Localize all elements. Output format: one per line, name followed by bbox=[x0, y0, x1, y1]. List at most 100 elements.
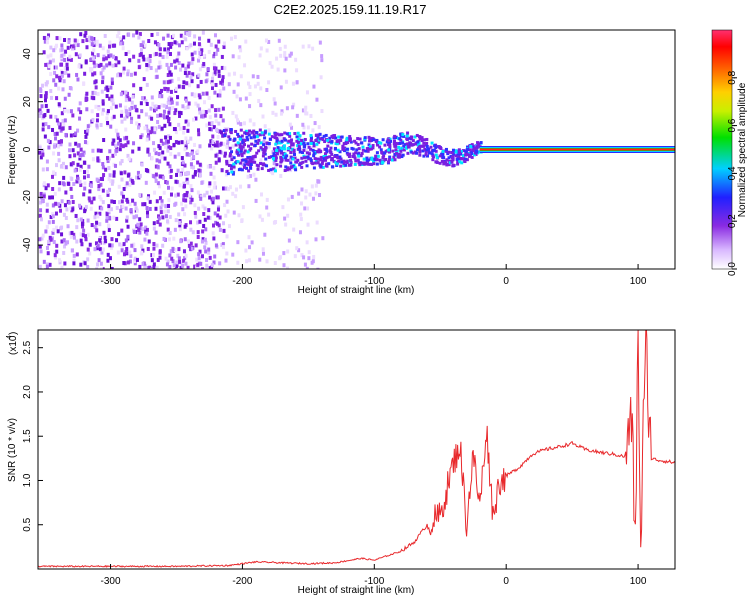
spectrogram-cell bbox=[120, 199, 124, 204]
spectrogram-cell bbox=[164, 214, 168, 219]
spectrogram-cell bbox=[291, 164, 295, 168]
spectrogram-cell bbox=[156, 220, 160, 225]
spectrogram-cell bbox=[190, 92, 194, 97]
spectrogram-cell bbox=[54, 115, 58, 120]
spectrogram-cell bbox=[349, 140, 353, 144]
spectrogram-cell bbox=[161, 150, 165, 155]
spectrogram-cell bbox=[210, 121, 214, 126]
spectrogram-cell bbox=[64, 165, 68, 170]
spectrogram-cell bbox=[292, 152, 296, 156]
spectrogram-cell bbox=[388, 141, 392, 145]
spectrogram-cell bbox=[112, 199, 116, 204]
spectrogram-cell bbox=[333, 146, 337, 150]
spectrogram-cell bbox=[178, 113, 182, 118]
spectrogram-cell bbox=[101, 247, 105, 252]
spectrogram-cell bbox=[177, 212, 181, 217]
spectrogram-cell bbox=[271, 110, 275, 115]
spectrogram-cell bbox=[92, 43, 96, 48]
spectrogram-cell bbox=[145, 101, 149, 106]
spectrogram-cell bbox=[118, 242, 122, 247]
spectrogram-cell bbox=[49, 72, 53, 77]
colorbar bbox=[711, 29, 733, 270]
spectrogram-cell bbox=[122, 70, 126, 75]
spectrogram-cell bbox=[174, 201, 178, 206]
spectrogram-cell bbox=[298, 134, 302, 138]
spectrogram-cell bbox=[299, 161, 303, 165]
spectrogram-cell bbox=[167, 203, 171, 208]
spectrogram-cell bbox=[231, 110, 235, 115]
spectrogram-cell bbox=[58, 258, 62, 263]
spectrogram-cell bbox=[108, 40, 112, 45]
spectrogram-cell bbox=[106, 88, 110, 93]
spectrogram-cell bbox=[295, 80, 299, 85]
spectrogram-cell bbox=[221, 78, 225, 83]
spectrogram-cell bbox=[392, 142, 396, 146]
spectrogram-cell bbox=[273, 260, 277, 265]
spectrogram-cell bbox=[140, 244, 144, 249]
spectrogram-cell bbox=[116, 135, 120, 140]
spectrogram-cell bbox=[318, 150, 322, 154]
spectrogram-cell bbox=[402, 134, 406, 138]
spectrogram-cell bbox=[322, 157, 326, 161]
spectrogram-cell bbox=[233, 71, 237, 76]
spectrogram-cell bbox=[330, 158, 334, 162]
spectrogram-cell bbox=[113, 43, 117, 48]
spectrogram-cell bbox=[137, 227, 141, 232]
spectrogram-cell bbox=[75, 239, 79, 244]
spectrogram-cell bbox=[144, 99, 148, 104]
spectrogram-cell bbox=[319, 164, 323, 168]
spectrogram-cell bbox=[279, 151, 283, 155]
spectrogram-cell bbox=[328, 149, 332, 153]
spectrogram-cell bbox=[302, 131, 306, 135]
spectrogram-cell bbox=[92, 48, 96, 53]
spectrogram-cell bbox=[90, 42, 94, 47]
spectrogram-cell bbox=[74, 131, 78, 136]
spectrogram-cell bbox=[42, 194, 46, 199]
spectrogram-cell bbox=[322, 134, 326, 138]
spectrogram-cell bbox=[185, 152, 189, 157]
spectrogram-cell bbox=[228, 152, 232, 156]
spectrogram-cell bbox=[104, 239, 108, 244]
spectrogram-cell bbox=[207, 96, 211, 101]
spectrogram-cell bbox=[126, 72, 130, 77]
spectrogram-cell bbox=[83, 261, 87, 266]
spectrogram-cell bbox=[426, 154, 430, 158]
spectrogram-cell bbox=[240, 219, 244, 224]
spectrogram-cell bbox=[288, 134, 292, 138]
spectrogram-cell bbox=[105, 85, 109, 90]
spectrogram-cell bbox=[296, 144, 300, 148]
spectrogram-cell bbox=[44, 62, 48, 67]
spectrogram-cell bbox=[377, 141, 381, 145]
spectrogram-cell bbox=[345, 138, 349, 142]
spectrogram-cell bbox=[348, 135, 352, 139]
spectrogram-cell bbox=[425, 144, 429, 148]
spectrogram-cell bbox=[230, 170, 234, 174]
spectrogram-cell bbox=[241, 141, 245, 145]
spectrogram-cell bbox=[179, 172, 183, 177]
spectrogram-cell bbox=[290, 194, 294, 199]
spectrogram-cell bbox=[219, 80, 223, 85]
spectrogram-cell bbox=[91, 51, 95, 56]
spectrogram-cell bbox=[212, 236, 216, 241]
spectrogram-cell bbox=[238, 161, 242, 165]
spectrogram-cell bbox=[248, 157, 252, 161]
spectrogram-cell bbox=[192, 154, 196, 159]
spectrogram-cell bbox=[186, 122, 190, 127]
spectrogram-cell bbox=[114, 56, 118, 61]
spectrogram-cell bbox=[325, 155, 329, 159]
spectrogram-cell bbox=[232, 156, 236, 160]
spectrogram-cell bbox=[126, 199, 130, 204]
spectrogram-x-tick-label: 100 bbox=[630, 276, 647, 287]
spectrogram-cell bbox=[85, 38, 89, 43]
spectrogram-cell bbox=[192, 41, 196, 46]
spectrogram-cell bbox=[299, 142, 303, 146]
spectrogram-cell bbox=[105, 111, 109, 116]
spectrogram-cell bbox=[124, 51, 128, 56]
spectrogram-cell bbox=[378, 145, 382, 149]
spectrogram-y-tick-label: -20 bbox=[22, 190, 33, 205]
spectrogram-cell bbox=[440, 152, 444, 156]
spectrogram-cell bbox=[188, 193, 192, 198]
spectrogram-cell bbox=[41, 167, 45, 172]
spectrogram-cell bbox=[152, 264, 156, 269]
spectrogram-cell bbox=[128, 97, 132, 102]
